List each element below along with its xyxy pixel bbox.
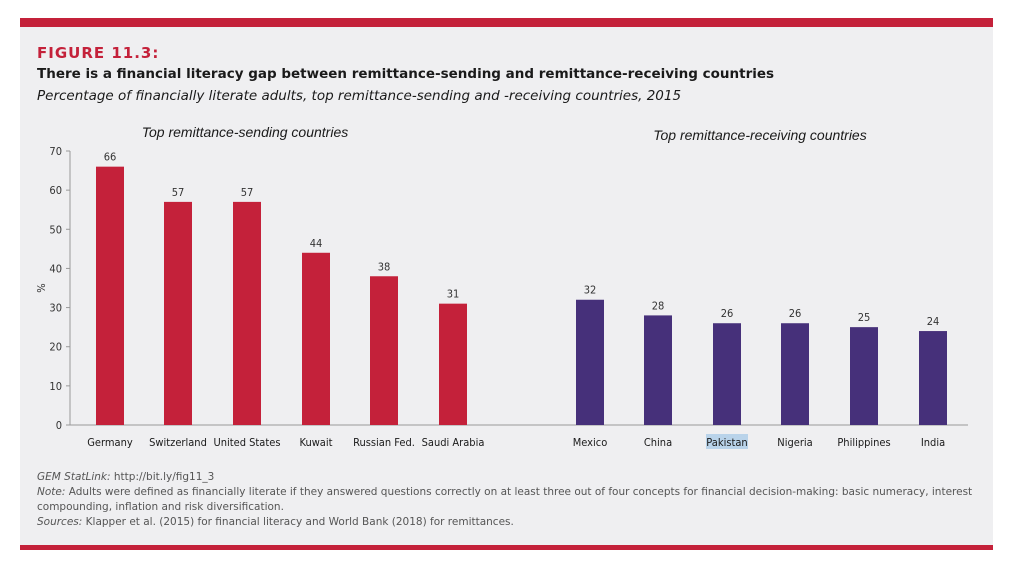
bar [850,327,878,425]
note: Note: Adults were defined as financially… [37,485,987,515]
bar [576,299,604,425]
bottom-accent-bar [20,545,993,550]
data-label: 28 [652,299,665,312]
category-label: Nigeria [777,436,812,449]
group-title: Top remittance-receiving countries [653,127,866,143]
category-label: Russian Fed. [353,436,415,449]
y-tick-label: 10 [49,380,62,393]
data-label: 57 [241,186,254,199]
data-label: 57 [172,186,185,199]
top-accent-bar [20,18,993,27]
chart-title: There is a financial literacy gap betwee… [37,66,775,82]
data-label: 38 [378,260,391,273]
y-axis-label: % [35,283,48,292]
bar [164,201,192,425]
y-tick-label: 0 [56,419,62,432]
data-label: 32 [584,284,597,297]
y-tick-label: 70 [49,145,62,158]
data-label: 31 [447,288,460,301]
bar [713,323,741,425]
data-label: 44 [310,237,323,250]
y-tick-label: 30 [49,302,62,315]
category-label: India [921,436,945,449]
selection-highlight [706,434,748,449]
statlink-url[interactable]: http://bit.ly/fig11_3 [113,471,215,483]
data-label: 66 [104,151,117,164]
category-label: Kuwait [300,436,333,449]
sources-label: Sources: [37,516,83,528]
sources-text: Klapper et al. (2015) for financial lite… [85,516,514,528]
bar [781,323,809,425]
bar [919,331,947,425]
data-label: 26 [789,307,802,320]
category-label: United States [213,436,280,449]
chart-subtitle: Percentage of financially literate adult… [37,88,682,104]
category-label: China [644,436,672,449]
statlink: GEM StatLink: http://bit.ly/fig11_3 [37,470,987,485]
data-label: 26 [721,307,734,320]
category-label: Switzerland [149,436,207,449]
category-label: Philippines [837,436,890,449]
bar [439,303,467,425]
chart-notes: GEM StatLink: http://bit.ly/fig11_3 Note… [37,470,987,530]
bar [302,252,330,425]
bar [644,315,672,425]
category-label: Mexico [573,436,608,449]
note-label: Note: [37,486,66,498]
category-label: Pakistan [706,436,747,449]
statlink-label: GEM StatLink: [37,471,111,483]
y-tick-label: 60 [49,184,62,197]
group-title: Top remittance-sending countries [142,124,349,140]
bar [370,276,398,425]
y-tick-label: 40 [49,262,62,275]
bar [96,166,124,425]
category-label: Saudi Arabia [422,436,485,449]
data-label: 24 [927,315,940,328]
data-label: 25 [858,311,871,324]
y-tick-label: 50 [49,223,62,236]
note-text: Adults were defined as financially liter… [37,486,973,513]
figure-label: FIGURE 11.3: [37,44,160,62]
bar [233,201,261,425]
category-label: Germany [87,436,133,449]
y-tick-label: 20 [49,341,62,354]
sources: Sources: Klapper et al. (2015) for finan… [37,515,987,530]
